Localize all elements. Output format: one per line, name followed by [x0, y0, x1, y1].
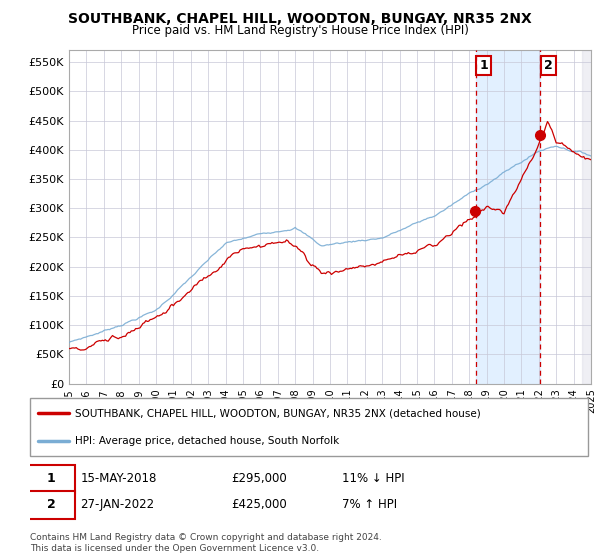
- Text: £295,000: £295,000: [231, 472, 287, 486]
- Bar: [582, 50, 599, 384]
- Text: 15-MAY-2018: 15-MAY-2018: [80, 472, 157, 486]
- Text: SOUTHBANK, CHAPEL HILL, WOODTON, BUNGAY, NR35 2NX: SOUTHBANK, CHAPEL HILL, WOODTON, BUNGAY,…: [68, 12, 532, 26]
- FancyBboxPatch shape: [27, 465, 74, 493]
- Text: 1: 1: [47, 472, 55, 486]
- Text: 2: 2: [47, 498, 55, 511]
- Text: 11% ↓ HPI: 11% ↓ HPI: [343, 472, 405, 486]
- Text: Contains HM Land Registry data © Crown copyright and database right 2024.
This d: Contains HM Land Registry data © Crown c…: [30, 533, 382, 553]
- Text: Price paid vs. HM Land Registry's House Price Index (HPI): Price paid vs. HM Land Registry's House …: [131, 24, 469, 37]
- FancyBboxPatch shape: [27, 491, 74, 519]
- Bar: [476, 50, 540, 384]
- Text: 2: 2: [544, 59, 553, 72]
- Text: £425,000: £425,000: [231, 498, 287, 511]
- Text: SOUTHBANK, CHAPEL HILL, WOODTON, BUNGAY, NR35 2NX (detached house): SOUTHBANK, CHAPEL HILL, WOODTON, BUNGAY,…: [74, 408, 481, 418]
- Text: 1: 1: [479, 59, 488, 72]
- Text: 27-JAN-2022: 27-JAN-2022: [80, 498, 154, 511]
- Text: HPI: Average price, detached house, South Norfolk: HPI: Average price, detached house, Sout…: [74, 436, 339, 446]
- FancyBboxPatch shape: [30, 398, 588, 456]
- Text: 7% ↑ HPI: 7% ↑ HPI: [343, 498, 398, 511]
